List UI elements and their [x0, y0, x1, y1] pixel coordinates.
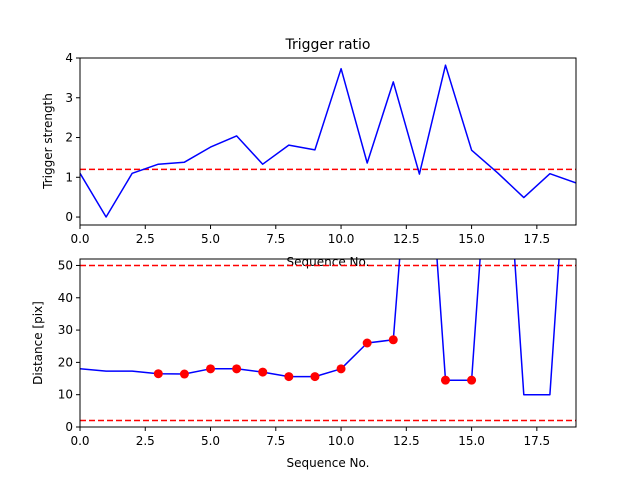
bottom-data-point	[362, 338, 372, 348]
top-x-tick-label: 7.5	[266, 232, 285, 246]
top-x-tick-label: 17.5	[523, 232, 550, 246]
bottom-x-axis-label: Sequence No.	[287, 456, 370, 470]
top-x-tick-label: 15.0	[458, 232, 485, 246]
bottom-x-tick-label: 2.5	[136, 434, 155, 448]
top-chart: Trigger ratio 0.0 2.5 5.0 7.5 10.0 12.5 15.0 17…	[41, 37, 577, 269]
top-x-tick-label: 12.5	[393, 232, 420, 246]
bottom-x-tick-label: 0.0	[70, 434, 89, 448]
top-x-tick-label: 5.0	[201, 232, 220, 246]
top-y-tick-label: 0	[65, 210, 73, 224]
bottom-x-tick-label: 12.5	[393, 434, 420, 448]
bottom-data-point	[388, 335, 398, 345]
bottom-chart: 0.0 2.5 5.0 7.5 10.0 12.5 15.0 17.5 0 10 20 30 40 50…	[31, 258, 577, 470]
bottom-x-tick-label: 15.0	[458, 434, 485, 448]
bottom-y-tick-label: 50	[58, 258, 73, 272]
bottom-data-point	[440, 375, 450, 385]
bottom-x-ticks: 0.0 2.5 5.0 7.5 10.0 12.5 15.0 17.5	[70, 427, 550, 448]
bottom-y-tick-label: 20	[58, 355, 73, 369]
bottom-x-tick-label: 5.0	[201, 434, 220, 448]
bottom-x-tick-label: 17.5	[523, 434, 550, 448]
top-y-ticks: 0 1 2 3 4	[65, 51, 80, 224]
top-y-tick-label: 1	[65, 170, 73, 184]
top-y-tick-label: 4	[65, 51, 73, 65]
top-x-tick-label: 10.0	[328, 232, 355, 246]
bottom-y-tick-label: 30	[58, 323, 73, 337]
bottom-data-point	[310, 372, 320, 382]
bottom-y-axis-label: Distance [pix]	[31, 301, 45, 385]
bottom-y-tick-label: 10	[58, 388, 73, 402]
bottom-data-point	[232, 364, 242, 374]
bottom-data-point	[258, 367, 268, 377]
bottom-x-tick-label: 10.0	[328, 434, 355, 448]
bottom-y-tick-label: 0	[65, 420, 73, 434]
top-x-tick-label: 0.0	[70, 232, 89, 246]
top-y-tick-label: 3	[65, 91, 73, 105]
top-axes-frame	[79, 57, 577, 226]
top-plot-area	[80, 64, 576, 218]
top-y-axis-label: Trigger strength	[41, 93, 55, 190]
chart-title: Trigger ratio	[284, 37, 370, 53]
bottom-data-point	[179, 369, 189, 379]
bottom-axes-frame	[79, 258, 577, 428]
bottom-plot-area	[80, 259, 576, 422]
bottom-data-point	[467, 375, 477, 385]
bottom-data-point	[284, 372, 294, 382]
bottom-data-point	[153, 369, 163, 379]
top-x-tick-label: 2.5	[136, 232, 155, 246]
bottom-y-ticks: 0 10 20 30 40 50	[58, 258, 80, 434]
top-x-ticks: 0.0 2.5 5.0 7.5 10.0 12.5 15.0 17.5	[70, 225, 550, 246]
bottom-data-point	[206, 364, 216, 374]
bottom-data-point	[336, 364, 346, 374]
bottom-x-tick-label: 7.5	[266, 434, 285, 448]
top-y-tick-label: 2	[65, 131, 73, 145]
bottom-y-tick-label: 40	[58, 291, 73, 305]
top-series-line-0	[80, 64, 576, 218]
